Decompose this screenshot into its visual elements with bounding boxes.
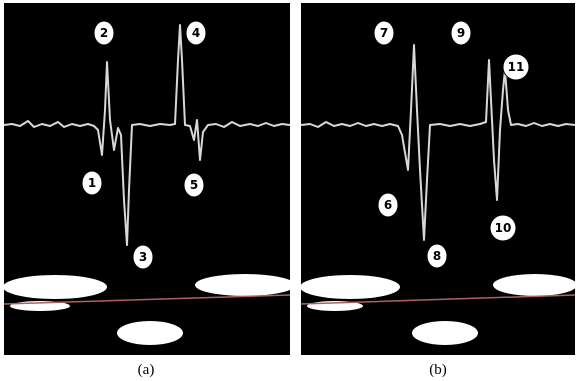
marker-label: 2 [100,26,108,40]
marker: 2 [94,21,114,45]
marker-label: 10 [495,221,512,235]
blob [300,275,400,299]
marker: 7 [374,21,394,45]
marker-label: 7 [380,26,388,40]
marker-label: 6 [384,198,392,212]
marker-label: 1 [88,176,96,190]
blob [117,321,183,345]
marker: 4 [186,21,206,45]
marker-label: 4 [192,26,200,40]
marker: 11 [503,54,529,80]
marker-label: 8 [433,249,441,263]
marker: 9 [451,21,471,45]
panel-caption: (b) [429,362,447,378]
blob [412,321,478,345]
marker: 8 [427,244,447,268]
marker-label: 11 [508,60,525,74]
marker: 10 [490,215,516,241]
panel-caption: (a) [138,362,155,378]
marker-label: 9 [457,26,465,40]
blob [195,274,295,296]
marker-label: 5 [190,178,198,192]
panel-a: 1 2 3 4 5 [3,3,295,355]
marker: 6 [378,193,398,217]
blob [3,275,107,299]
marker-label: 3 [139,250,147,264]
figure: 1 2 3 4 5 6 7 8 9 10 11 (a) (b) [0,0,579,381]
marker: 5 [184,173,204,197]
blob [493,274,577,296]
marker: 1 [82,171,102,195]
panel-b: 6 7 8 9 10 11 [300,3,577,355]
marker: 3 [133,245,153,269]
